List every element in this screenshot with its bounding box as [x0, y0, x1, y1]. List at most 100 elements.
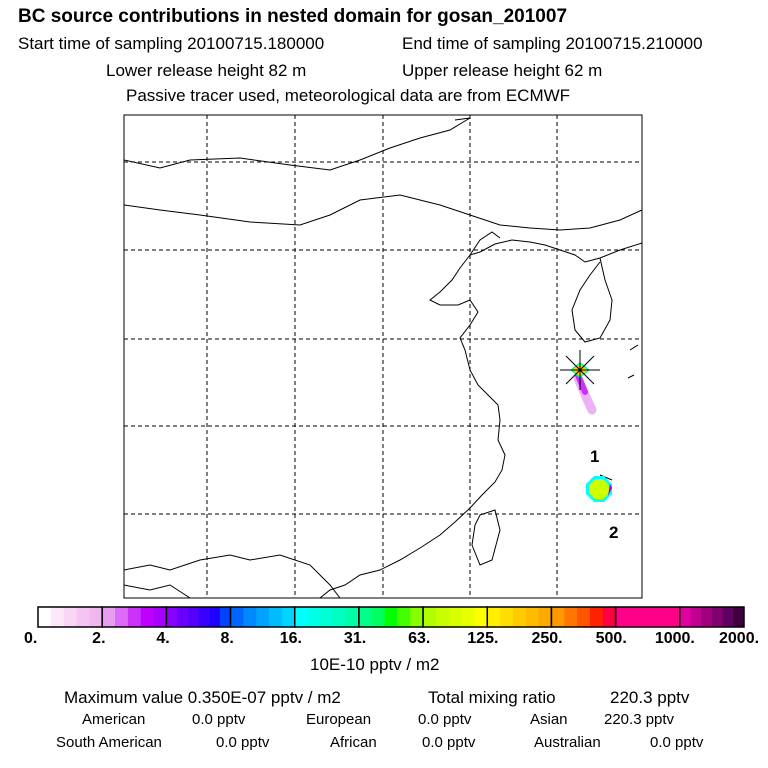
colorbar-cell [663, 607, 681, 627]
colorbar-cell [371, 607, 386, 627]
colorbar-cell [177, 607, 189, 627]
colorbar-cell [333, 607, 347, 627]
colorbar-tick-label: 1000. [654, 630, 695, 647]
colorbar-cell [538, 607, 552, 627]
colorbar-cell [140, 607, 155, 627]
colorbar-cell [631, 607, 649, 627]
colorbar-cell [256, 607, 270, 627]
colorbar-cell [512, 607, 527, 627]
receptor-marker [560, 350, 600, 390]
colorbar-cell [701, 607, 713, 627]
colorbar-cell [198, 607, 210, 627]
colorbar-segment [679, 606, 745, 628]
colorbar-cell [711, 607, 724, 627]
colorbar-cell [358, 607, 373, 627]
colorbar-tick-label: 250. [531, 630, 563, 647]
max-value: Maximum value 0.350E-07 pptv / m2 [64, 688, 341, 707]
colorbar-tick-label: 63. [408, 630, 431, 647]
colorbar-tick-label: 8. [220, 630, 234, 647]
total-label: Total mixing ratio [428, 688, 556, 707]
colorbar-cell [115, 607, 129, 627]
colorbar-cell [153, 607, 167, 627]
colorbar-tick-label: 125. [467, 630, 499, 647]
colorbar-tick-label: 2. [92, 630, 106, 647]
colorbar-cell [127, 607, 142, 627]
colorbar-tick-label: 4. [156, 630, 170, 647]
colorbar-cell [269, 607, 283, 627]
colorbar-cell [89, 607, 103, 627]
colorbar-cell [589, 607, 604, 627]
colorbar-cell [461, 607, 475, 627]
african-label: African [330, 734, 377, 751]
colorbar [37, 606, 745, 628]
colorbar-cell [487, 607, 501, 627]
colorbar-cell [690, 607, 702, 627]
marker-label-2: 2 [609, 523, 619, 542]
colorbar-cell [281, 607, 296, 627]
colorbar-cell [577, 607, 591, 627]
colorbar-cell [679, 607, 692, 627]
colorbar-cell [564, 607, 578, 627]
lower-height: Lower release height 82 m [106, 61, 307, 80]
info-line: Passive tracer used, meteorological data… [126, 86, 571, 105]
south-american-value: 0.0 pptv [216, 734, 270, 751]
colorbar-cell [397, 607, 411, 627]
colorbar-tick-label: 2000. [719, 630, 760, 647]
european-value: 0.0 pptv [418, 711, 472, 728]
colorbar-cell [346, 607, 360, 627]
colorbar-cell [647, 607, 665, 627]
south-american-label: South American [56, 734, 162, 751]
colorbar-tick-label: 31. [343, 630, 367, 647]
colorbar-cell [63, 607, 78, 627]
colorbar-cell [615, 607, 633, 627]
colorbar-cell [474, 607, 488, 627]
colorbar-cell [525, 607, 540, 627]
african-value: 0.0 pptv [422, 734, 476, 751]
colorbar-cell [722, 607, 734, 627]
colorbar-cell [187, 607, 199, 627]
colorbar-cell [166, 607, 178, 627]
source-blob-1 [586, 476, 612, 502]
colorbar-cell [551, 607, 565, 627]
end-time: End time of sampling 20100715.210000 [402, 34, 703, 53]
colorbar-cell [230, 607, 244, 627]
colorbar-cell [448, 607, 463, 627]
colorbar-cell [500, 607, 514, 627]
colorbar-cell [209, 607, 221, 627]
coastlines [123, 117, 643, 599]
start-time: Start time of sampling 20100715.180000 [18, 34, 325, 53]
colorbar-cell [410, 607, 424, 627]
colorbar-cell [602, 607, 617, 627]
colorbar-cell [320, 607, 334, 627]
colorbar-cell [294, 607, 309, 627]
title: BC source contributions in nested domain… [18, 6, 568, 27]
european-label: European [306, 711, 372, 728]
colorbar-cell [38, 607, 52, 627]
upper-height: Upper release height 62 m [402, 61, 603, 80]
colorbar-unit: 10E-10 pptv / m2 [310, 655, 440, 674]
colorbar-tick-label: 0. [24, 630, 38, 647]
grid-lines [124, 115, 642, 598]
asian-value: 220.3 pptv [604, 711, 675, 728]
colorbar-cell [243, 607, 257, 627]
colorbar-cell [50, 607, 65, 627]
colorbar-cell [733, 607, 745, 627]
marker-label-1: 1 [590, 447, 600, 466]
colorbar-cell [76, 607, 90, 627]
colorbar-cell [384, 607, 398, 627]
total-value: 220.3 pptv [610, 688, 690, 707]
australian-value: 0.0 pptv [650, 734, 704, 751]
colorbar-cell [423, 607, 437, 627]
colorbar-cell [219, 607, 232, 627]
american-label: American [82, 711, 146, 728]
colorbar-cell [102, 607, 116, 627]
american-value: 0.0 pptv [192, 711, 246, 728]
colorbar-cell [435, 607, 450, 627]
colorbar-tick-label: 16. [279, 630, 302, 647]
australian-label: Australian [534, 734, 601, 751]
colorbar-tick-label: 500. [595, 630, 627, 647]
map-frame [123, 114, 643, 599]
colorbar-cell [307, 607, 321, 627]
